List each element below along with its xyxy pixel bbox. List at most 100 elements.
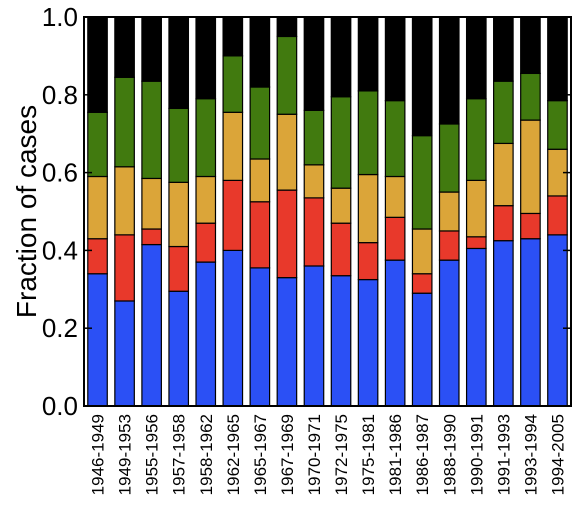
bar-segment-1993-1994-s1 xyxy=(520,238,541,407)
y-tick-label: 0.4 xyxy=(42,235,78,265)
bar-segment-1990-1991-s1 xyxy=(465,247,487,407)
bar-segment-1957-1958-s3 xyxy=(168,181,190,248)
bar-segment-1955-1956-s5 xyxy=(141,16,162,82)
x-tick-label: 1993-1994 xyxy=(521,414,540,495)
bar-segment-1955-1956-s2 xyxy=(141,228,162,246)
x-tick-label: 1949-1953 xyxy=(116,414,135,495)
y-tick-label: 0.8 xyxy=(42,80,78,110)
bar-segment-1965-1967-s1 xyxy=(249,267,271,407)
bar-segment-1994-2005-s1 xyxy=(547,234,568,407)
bar-segment-1958-1962-s2 xyxy=(195,222,217,263)
bar-segment-1946-1949-s3 xyxy=(87,175,108,240)
bar-segment-1946-1949-s4 xyxy=(87,111,108,178)
y-ticks-group: 0.0 0.2 0.4 0.6 0.8 1.0 xyxy=(42,2,571,421)
bar-segment-1972-1975-s3 xyxy=(330,187,352,224)
bar-segment-1991-1993-s2 xyxy=(493,205,514,242)
bar-segment-1949-1953-s1 xyxy=(114,300,135,407)
bar-segment-1967-1969-s5 xyxy=(276,16,298,38)
y-tick-label: 0.2 xyxy=(42,313,78,343)
y-tick-label: 0.0 xyxy=(42,391,78,421)
bar-segment-1988-1990-s1 xyxy=(438,259,460,407)
x-tick-label: 1991-1993 xyxy=(494,414,513,495)
bar-segment-1991-1993-s5 xyxy=(493,16,514,82)
bar-segment-1970-1971-s1 xyxy=(303,265,325,407)
bar-segment-1988-1990-s5 xyxy=(438,16,460,125)
y-tick-label: 0.6 xyxy=(42,158,78,188)
bar-segment-1990-1991-s4 xyxy=(465,98,487,181)
bar-segment-1949-1953-s2 xyxy=(114,234,135,302)
bar-segment-1986-1987-s3 xyxy=(411,228,433,275)
bar-segment-1967-1969-s4 xyxy=(276,35,298,115)
x-tick-label: 1981-1986 xyxy=(386,414,405,495)
y-tick-label: 1.0 xyxy=(42,2,78,32)
bar-segment-1967-1969-s2 xyxy=(276,189,298,279)
bar-segment-1981-1986-s5 xyxy=(384,16,406,102)
x-tick-label: 1975-1981 xyxy=(359,414,378,495)
bar-segment-1949-1953-s3 xyxy=(114,166,135,236)
bar-segment-1981-1986-s1 xyxy=(384,259,406,407)
bar-segment-1988-1990-s2 xyxy=(438,230,460,261)
bar-segment-1975-1981-s1 xyxy=(357,278,379,407)
bar-segment-1981-1986-s2 xyxy=(384,216,406,261)
bar-segment-1975-1981-s4 xyxy=(357,90,379,176)
bar-segment-1994-2005-s5 xyxy=(547,16,568,102)
bar-segment-1972-1975-s5 xyxy=(330,16,352,98)
bar-segment-1988-1990-s4 xyxy=(438,123,460,193)
bar-segment-1988-1990-s3 xyxy=(438,191,460,232)
bar-segment-1955-1956-s1 xyxy=(141,243,162,407)
bar-segment-1993-1994-s3 xyxy=(520,119,541,215)
bar-segment-1958-1962-s5 xyxy=(195,16,217,100)
x-tick-label: 1970-1971 xyxy=(305,414,324,495)
x-tick-label: 1955-1956 xyxy=(143,414,162,495)
x-tick-label: 1990-1991 xyxy=(467,414,486,495)
bar-segment-1981-1986-s3 xyxy=(384,175,406,218)
x-tick-label: 1965-1967 xyxy=(251,414,270,495)
bar-segment-1962-1965-s5 xyxy=(222,16,244,57)
bar-segment-1975-1981-s3 xyxy=(357,173,379,244)
bar-segment-1967-1969-s1 xyxy=(276,277,298,407)
bar-segment-1958-1962-s4 xyxy=(195,98,217,178)
x-tick-label: 1957-1958 xyxy=(170,414,189,495)
bar-segment-1957-1958-s2 xyxy=(168,245,190,292)
bars-group xyxy=(87,16,568,407)
bar-segment-1957-1958-s1 xyxy=(168,290,190,407)
bar-segment-1993-1994-s5 xyxy=(520,16,541,75)
x-tick-label: 1946-1949 xyxy=(89,414,108,495)
bar-segment-1994-2005-s2 xyxy=(547,195,568,236)
bar-segment-1986-1987-s2 xyxy=(411,273,433,294)
bar-segment-1946-1949-s1 xyxy=(87,273,108,407)
bar-segment-1993-1994-s4 xyxy=(520,72,541,121)
bar-segment-1958-1962-s1 xyxy=(195,261,217,407)
bar-segment-1991-1993-s4 xyxy=(493,80,514,145)
bar-segment-1970-1971-s4 xyxy=(303,109,325,166)
bar-segment-1970-1971-s5 xyxy=(303,16,325,111)
bar-segment-1986-1987-s5 xyxy=(411,16,433,137)
x-tick-label: 1994-2005 xyxy=(548,414,567,495)
x-tick-label: 1972-1975 xyxy=(332,414,351,495)
bar-segment-1955-1956-s4 xyxy=(141,80,162,180)
bar-segment-1957-1958-s4 xyxy=(168,107,190,183)
bar-segment-1990-1991-s5 xyxy=(465,16,487,100)
bar-segment-1949-1953-s4 xyxy=(114,76,135,168)
bar-segment-1946-1949-s2 xyxy=(87,238,108,275)
bar-segment-1994-2005-s4 xyxy=(547,100,568,150)
plot-frame xyxy=(83,16,572,407)
bar-segment-1972-1975-s4 xyxy=(330,96,352,189)
bar-segment-1962-1965-s3 xyxy=(222,111,244,181)
bar-segment-1986-1987-s1 xyxy=(411,292,433,407)
bar-segment-1970-1971-s2 xyxy=(303,197,325,267)
y-axis-label: Fraction of cases xyxy=(11,105,42,318)
x-tick-label: 1988-1990 xyxy=(440,414,459,495)
bar-segment-1993-1994-s2 xyxy=(520,212,541,240)
bar-segment-1946-1949-s5 xyxy=(87,16,108,113)
bar-segment-1962-1965-s2 xyxy=(222,179,244,252)
bar-segment-1965-1967-s3 xyxy=(249,158,271,203)
bar-segment-1967-1969-s3 xyxy=(276,113,298,191)
x-tick-label: 1986-1987 xyxy=(413,414,432,495)
x-tick-label: 1967-1969 xyxy=(278,414,297,495)
bar-segment-1981-1986-s4 xyxy=(384,100,406,178)
bar-segment-1975-1981-s5 xyxy=(357,16,379,92)
bar-segment-1962-1965-s1 xyxy=(222,249,244,407)
bar-segment-1965-1967-s4 xyxy=(249,86,271,160)
